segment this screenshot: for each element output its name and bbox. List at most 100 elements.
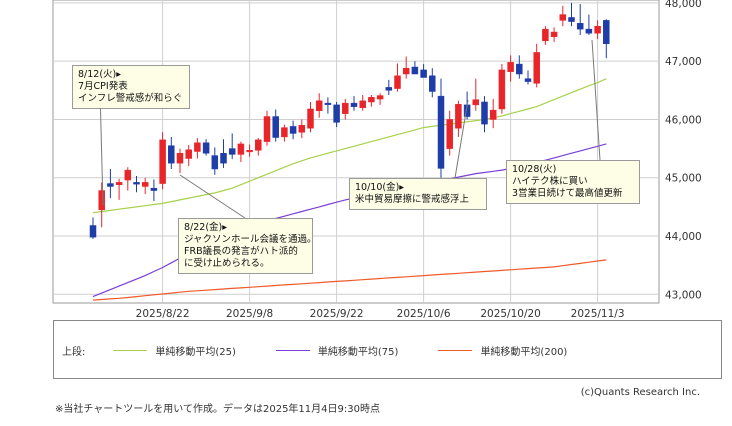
candle-up <box>533 52 540 84</box>
candle-down <box>350 102 358 107</box>
candle-up <box>394 75 401 89</box>
candle-down <box>411 66 419 75</box>
candle-up <box>98 190 105 211</box>
candle-down <box>168 145 175 164</box>
candlestick-chart: 48,000 47,000 46,000 45,000 44,000 43,000 2025… <box>52 0 702 320</box>
annotation-jackson-hole: 8/22(金)▸ ジャクソンホール会議を通過。 FRB議長の発言がハト派的 に受… <box>178 218 317 274</box>
candle-up <box>498 69 506 110</box>
footnote-text: ※当社チャートツールを用いて作成。データは2025年11月4日9:30時点 <box>55 404 380 415</box>
x-tick-label: 2025/10/20 <box>480 308 541 320</box>
candle-down <box>437 95 445 169</box>
candle-up <box>176 152 184 164</box>
candle-up <box>315 100 323 111</box>
legend-label-sma200: 単純移動平均(200) <box>480 347 568 358</box>
candle-down <box>524 78 532 82</box>
candle-down <box>576 23 584 30</box>
legend-item-sma200: 単純移動平均(200) <box>438 343 567 358</box>
candle-up <box>124 169 132 181</box>
annotation-line: 米中貿易摩擦に警戒感浮上 <box>355 194 470 205</box>
candle-down <box>420 69 427 78</box>
candle-up <box>281 127 288 138</box>
y-tick-label: 47,000 <box>665 56 702 68</box>
candle-up <box>455 104 462 129</box>
candle-up <box>368 97 375 103</box>
y-tick-label: 46,000 <box>665 114 702 126</box>
annotation-cpi: 8/12(火)▸ 7月CPI発表 インフレ警戒感が和らぐ <box>72 65 190 109</box>
annotation-line: 10/28(火) <box>512 164 557 175</box>
candle-down <box>603 20 610 44</box>
candle-down <box>333 104 340 123</box>
candle-up <box>542 28 549 42</box>
annotation-trade-friction: 10/10(金)▸ 米中貿易摩擦に警戒感浮上 <box>349 178 487 210</box>
candle-down <box>202 142 210 154</box>
candle-up <box>263 116 271 142</box>
candle-down <box>324 102 332 105</box>
candle-up <box>359 100 366 109</box>
y-tick-label: 48,000 <box>665 0 702 10</box>
annotation-line: ジャクソンホール会議を通過。 <box>184 234 317 245</box>
candle-up <box>342 102 349 114</box>
candle-down <box>211 155 219 170</box>
candle-up <box>298 125 306 133</box>
candle-up <box>159 139 166 184</box>
annotation-pointer <box>454 99 469 179</box>
candle-up <box>307 108 314 129</box>
candle-up <box>489 109 497 120</box>
candle-down <box>429 75 436 92</box>
annotation-record-high: 10/28(火) ハイテク株に買い 3営業日続けて最高値更新 <box>506 160 640 204</box>
candle-up <box>237 143 245 155</box>
credit-text: (c)Quants Research Inc. <box>580 387 700 398</box>
candle-up <box>559 14 567 21</box>
legend: 上段: 単純移動平均(25) 単純移動平均(75) 単純移動平均(200) <box>53 320 722 379</box>
candle-up <box>507 62 514 72</box>
plot-area <box>52 0 660 304</box>
legend-label-sma75: 単純移動平均(75) <box>317 347 399 358</box>
candle-up <box>255 139 262 151</box>
legend-swatch-sma200 <box>438 350 473 351</box>
candle-down <box>150 187 158 191</box>
annotation-pointer <box>179 174 246 219</box>
legend-item-sma25: 単純移動平均(25) <box>113 343 236 358</box>
legend-swatch-sma75 <box>275 350 310 351</box>
legend-label-sma25: 単純移動平均(25) <box>155 347 236 358</box>
candle-up <box>594 25 601 34</box>
annotation-line: 8/12(火)▸ <box>78 69 122 80</box>
candle-up <box>446 119 453 149</box>
candle-down <box>385 87 393 91</box>
legend-item-sma75: 単純移動平均(75) <box>275 343 399 358</box>
legend-prefix: 上段: <box>62 347 86 358</box>
candle-down <box>220 152 227 164</box>
annotation-line: ハイテク株に買い <box>512 176 588 187</box>
candle-up <box>376 95 384 100</box>
candle-down <box>585 28 593 34</box>
candle-up <box>550 31 558 37</box>
y-tick-label: 43,000 <box>665 289 702 301</box>
candle-up <box>115 182 123 185</box>
y-tick-label: 44,000 <box>665 231 702 243</box>
candle-down <box>228 148 236 155</box>
annotation-line: 7月CPI発表 <box>78 81 128 92</box>
sma200-line <box>92 259 607 301</box>
candle-down <box>289 126 297 134</box>
annotation-line: FRB議長の発言がハト派的 <box>184 246 298 257</box>
x-tick-label: 2025/10/6 <box>397 308 451 320</box>
candle-down <box>481 101 488 125</box>
candle-down <box>568 17 575 22</box>
annotation-line: 10/10(金)▸ <box>355 182 405 193</box>
annotation-pointer <box>99 89 104 206</box>
x-tick-label: 2025/9/8 <box>226 308 273 320</box>
annotation-line: 8/22(金)▸ <box>184 222 228 233</box>
legend-swatch-sma25 <box>113 350 148 351</box>
candle-up <box>141 182 149 187</box>
x-tick-label: 2025/8/22 <box>136 308 190 320</box>
candle-down <box>107 183 114 187</box>
x-tick-label: 2025/11/3 <box>571 308 625 320</box>
candle-down <box>516 63 523 75</box>
candle-up <box>185 149 192 159</box>
annotation-line: 3営業日続けて最高値更新 <box>512 188 623 199</box>
candle-down <box>133 182 140 185</box>
sma25-line <box>92 78 607 214</box>
annotation-pointer <box>591 39 601 161</box>
candle-down <box>272 116 279 138</box>
annotation-line: に受け止められる。 <box>184 258 270 269</box>
